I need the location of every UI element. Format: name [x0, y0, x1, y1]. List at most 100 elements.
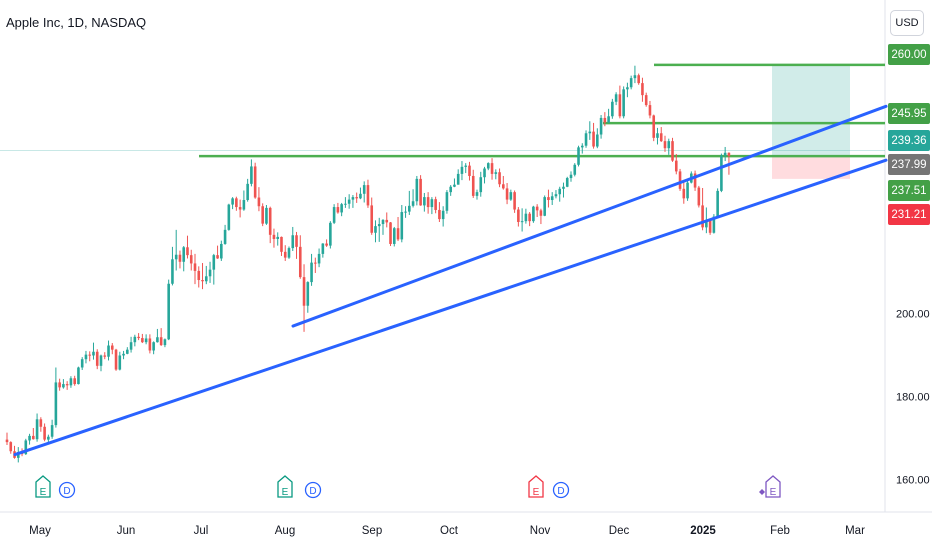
candle-body: [280, 236, 283, 252]
candle-body: [156, 337, 159, 343]
time-axis-label: Feb: [770, 525, 790, 537]
price-axis-label: 180.00: [896, 392, 930, 404]
earnings-letter: E: [40, 487, 47, 498]
candle-body: [430, 199, 434, 208]
candle-body: [678, 171, 682, 189]
candle-body: [652, 115, 656, 138]
price-tag-label: 237.51: [891, 185, 926, 197]
candle-body: [216, 255, 219, 259]
candle-body: [453, 184, 456, 187]
earnings-badge: [277, 475, 293, 498]
earnings-event-icon: E: [528, 475, 544, 498]
candle-body: [321, 243, 325, 254]
price-tag-bg: [888, 180, 930, 201]
candle-body: [449, 186, 452, 193]
price-tag: 239.36: [888, 130, 930, 151]
candle-body: [629, 78, 633, 88]
candle-body: [663, 141, 667, 149]
candle-body: [227, 204, 231, 230]
trend-line: [13, 158, 888, 457]
time-axis-label: Jul: [194, 525, 209, 537]
earnings-badge: [35, 475, 51, 498]
time-axis-label: Oct: [440, 525, 459, 537]
candle-body: [268, 207, 272, 235]
candle-body: [332, 207, 336, 223]
profit-zone: [772, 64, 850, 157]
candle-body: [95, 351, 99, 366]
candle-body: [242, 200, 246, 210]
candle-body: [359, 193, 362, 199]
candle-body: [727, 152, 731, 157]
price-tag-label: 237.99: [891, 159, 926, 171]
candle-body: [118, 355, 122, 370]
candle-body: [682, 188, 686, 199]
candle-body: [460, 166, 464, 174]
time-axis-label: Dec: [609, 525, 630, 537]
news-marker: [759, 489, 765, 495]
candle-body: [340, 204, 343, 213]
candle-body: [479, 177, 483, 193]
candle-body: [174, 254, 178, 260]
candle-body: [351, 197, 355, 200]
dividend-event-icon: D: [58, 481, 76, 499]
candle-body: [159, 337, 163, 346]
candle-body: [569, 174, 573, 179]
candle-body: [24, 440, 28, 455]
price-axis-label: 200.00: [896, 309, 930, 321]
candle-body: [178, 254, 182, 262]
candle-body: [607, 116, 610, 123]
dividend-event-icon: D: [552, 481, 570, 499]
candle-body: [126, 349, 129, 354]
candle-body: [611, 101, 614, 117]
candle-body: [246, 183, 249, 201]
candle-body: [644, 95, 648, 106]
candle-body: [599, 117, 603, 135]
candles-group: [5, 65, 731, 463]
candle-body: [535, 206, 539, 211]
candle-body: [35, 419, 39, 440]
candle-body: [656, 133, 659, 138]
time-axis-label: 2025: [690, 525, 716, 537]
candle-body: [659, 133, 663, 142]
price-tag-label: 260.00: [891, 49, 926, 61]
candle-body: [686, 182, 689, 199]
dividend-badge: [58, 481, 76, 499]
candle-body: [434, 199, 437, 210]
candle-body: [532, 206, 535, 222]
candle-body: [565, 178, 569, 187]
candle-body: [720, 155, 723, 191]
candle-body: [182, 247, 186, 262]
price-tag-label: 231.21: [891, 209, 926, 221]
candle-body: [596, 134, 599, 147]
currency-button[interactable]: USD: [890, 10, 924, 36]
candle-body: [43, 426, 46, 440]
candle-body: [509, 192, 513, 200]
candle-body: [528, 213, 531, 222]
candle-body: [204, 276, 208, 282]
candle-body: [562, 186, 565, 189]
candle-body: [483, 168, 486, 178]
candle-body: [456, 173, 460, 185]
candle-body: [723, 152, 727, 156]
dividend-letter: D: [557, 486, 564, 497]
candle-body: [189, 255, 193, 264]
candle-body: [370, 205, 374, 233]
loss-zone: [772, 156, 850, 179]
candle-body: [50, 425, 54, 437]
candle-body: [122, 353, 125, 356]
price-tag: 237.99: [888, 154, 930, 175]
candle-body: [167, 283, 170, 340]
price-axis-label: 160.00: [896, 474, 930, 486]
dividend-event-icon: D: [304, 481, 322, 499]
candle-body: [712, 216, 716, 233]
candle-body: [141, 338, 144, 343]
candle-body: [298, 246, 302, 278]
candle-body: [415, 178, 419, 202]
candle-body: [47, 436, 50, 440]
candle-body: [408, 205, 411, 212]
candle-body: [377, 224, 381, 227]
candle-body: [88, 354, 92, 356]
candle-body: [389, 222, 392, 244]
